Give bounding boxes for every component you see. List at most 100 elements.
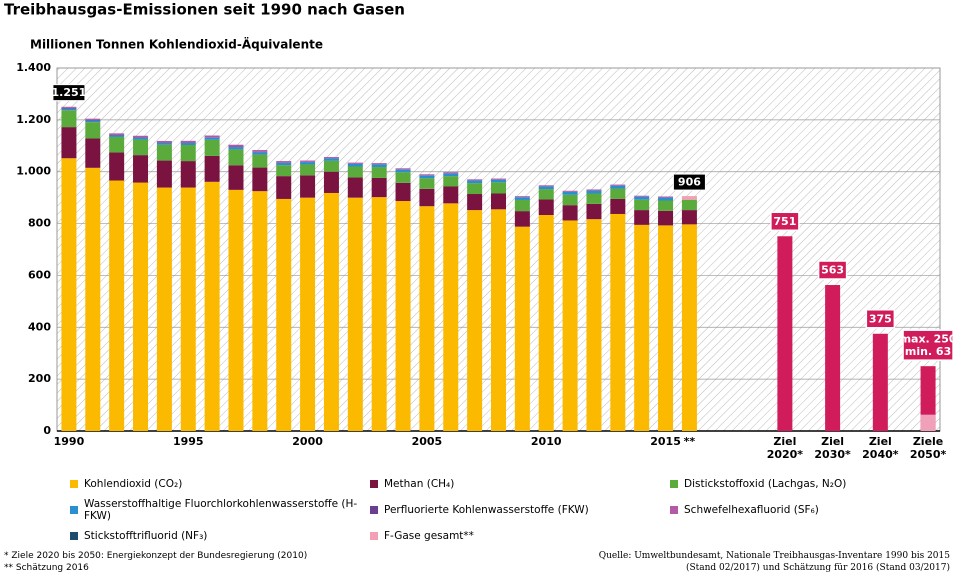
- x-tick-label-box: 2015: [650, 435, 681, 448]
- bar-segment: [681, 224, 697, 431]
- bar-segment: [634, 196, 650, 200]
- x-tick-label-box: Ziel 2030*: [814, 435, 850, 461]
- bar-segment: [681, 199, 697, 211]
- bar-segment: [228, 144, 244, 147]
- bar-segment: [491, 179, 506, 183]
- x-tick-label-box: 2010: [531, 435, 562, 448]
- bar-segment: [252, 167, 268, 192]
- legend-swatch: [370, 480, 378, 488]
- legend-label: Stickstofftrifluorid (NF₃): [84, 530, 208, 542]
- bar-segment: [538, 186, 554, 190]
- legend-swatch: [70, 506, 78, 514]
- bar-segment: [323, 157, 339, 159]
- y-tick-label: 400: [28, 320, 51, 333]
- target-label: max. 250: [900, 333, 957, 346]
- bar-segment: [323, 160, 339, 172]
- bar-segment: [300, 197, 316, 431]
- bar-segment: [634, 199, 650, 211]
- bar-segment: [252, 191, 268, 431]
- bar-segment: [228, 149, 244, 166]
- bar-segment: [323, 171, 339, 193]
- bar-segment: [228, 146, 244, 148]
- bar-segment: [61, 107, 77, 109]
- bar-segment: [514, 211, 530, 227]
- x-tick-label-box: 2000: [292, 435, 323, 448]
- bar-segment: [180, 142, 196, 143]
- y-tick-label: 200: [28, 372, 51, 385]
- bar-segment: [634, 210, 650, 225]
- bar-segment: [156, 160, 172, 188]
- x-tick-label: 1990: [53, 435, 85, 448]
- legend-label: Schwefelhexafluorid (SF₆): [684, 504, 819, 516]
- x-tick-label-box: 1990: [53, 435, 85, 448]
- bar-segment: [156, 140, 172, 143]
- bar-segment: [538, 189, 554, 200]
- target-label-bg: [770, 211, 800, 232]
- bar-segment: [180, 140, 196, 143]
- bar-segment: [395, 168, 411, 170]
- bar-segment: [276, 198, 292, 431]
- bar-segment: [85, 122, 101, 139]
- bar-segment: [514, 199, 530, 212]
- footnote: * Ziele 2020 bis 2050: Energiekonzept de…: [4, 551, 308, 561]
- bar-segment: [228, 147, 244, 150]
- bar-segment: [85, 119, 101, 121]
- bar-segment: [204, 137, 220, 140]
- bar-segment: [180, 145, 196, 162]
- source-line: Quelle: Umweltbundesamt, Nationale Treib…: [598, 551, 950, 561]
- source: Quelle: Umweltbundesamt, Nationale Treib…: [599, 550, 950, 574]
- bar-segment: [443, 176, 459, 187]
- bar-segment: [61, 106, 77, 108]
- bar-segment: [514, 197, 530, 200]
- x-tick-label: Ziele 2050*: [909, 435, 947, 461]
- x-tick-label-box: Ziel 2040*: [862, 435, 899, 461]
- bar-segment: [85, 120, 101, 123]
- x-tick-label: Ziel 2040*: [862, 435, 899, 461]
- bar-segment: [610, 198, 626, 214]
- bar-segment: [491, 209, 506, 431]
- bar-segment: [347, 162, 363, 164]
- bar-segment: [681, 210, 697, 225]
- bar-segment: [204, 135, 220, 138]
- y-tick-label: 600: [28, 268, 51, 281]
- target-bar: [777, 236, 793, 431]
- bar-segment: [419, 174, 435, 176]
- bar-segment: [323, 158, 339, 161]
- bar-segment: [156, 142, 172, 145]
- bar-segment: [586, 203, 602, 220]
- bar-segment: [109, 133, 125, 135]
- bar-segment: [109, 134, 125, 136]
- bar-segment: [395, 201, 411, 431]
- target-bar: [825, 285, 841, 431]
- bar-segment: [514, 196, 530, 198]
- bar-segment: [180, 142, 196, 146]
- bar-segment: [61, 127, 77, 159]
- bar-segment: [180, 161, 196, 188]
- bar-segment: [276, 162, 292, 166]
- bar-segment: [467, 210, 483, 431]
- bar-segment: [443, 186, 459, 204]
- bar-segment: [300, 175, 316, 198]
- legend-swatch: [70, 480, 78, 488]
- legend-swatch: [370, 506, 378, 514]
- y-tick-label: 800: [28, 217, 51, 230]
- bar-segment: [562, 194, 578, 206]
- source-line: (Stand 02/2017) und Schätzung für 2016 (…: [685, 563, 950, 573]
- bar-segment: [252, 152, 268, 155]
- legend-label: Kohlendioxid (CO₂): [84, 478, 183, 490]
- bar-segment: [133, 137, 149, 138]
- bar-segment: [538, 199, 554, 216]
- legend-swatch: [670, 506, 678, 514]
- bar-segment: [156, 142, 172, 143]
- x-tick-label: 2015: [650, 435, 681, 448]
- bar-segment: [514, 226, 530, 431]
- bar-segment: [300, 164, 316, 176]
- bar-segment: [276, 161, 292, 163]
- bar-segment: [300, 162, 316, 165]
- bar-segment: [443, 203, 459, 431]
- target-min-bar: [920, 414, 936, 431]
- legend-label: Wasserstoffhaltige Fluorchlorkohlenwasse…: [84, 498, 358, 522]
- bar-segment: [395, 182, 411, 202]
- bar-segment: [467, 183, 483, 195]
